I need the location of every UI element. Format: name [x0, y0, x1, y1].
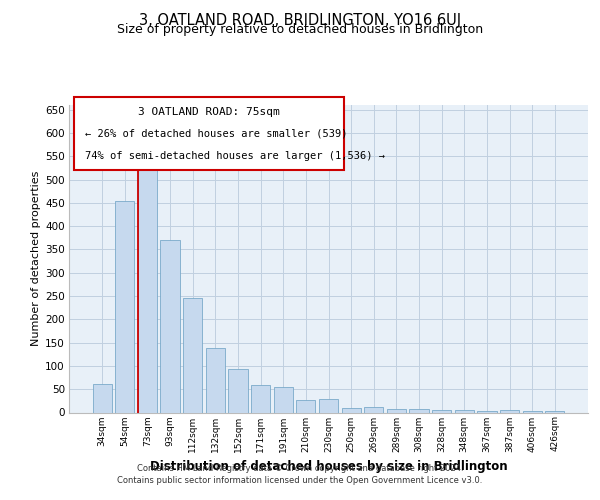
Y-axis label: Number of detached properties: Number of detached properties [31, 171, 41, 346]
Text: Contains public sector information licensed under the Open Government Licence v3: Contains public sector information licen… [118, 476, 482, 485]
Bar [364, 407, 383, 412]
Bar [409, 409, 428, 412]
Bar [432, 410, 451, 412]
Bar [229, 369, 248, 412]
Bar [341, 408, 361, 412]
Bar [296, 400, 316, 412]
Text: ← 26% of detached houses are smaller (539): ← 26% of detached houses are smaller (53… [85, 128, 347, 138]
Bar [115, 200, 134, 412]
Bar [545, 411, 565, 412]
Text: 74% of semi-detached houses are larger (1,536) →: 74% of semi-detached houses are larger (… [85, 151, 385, 161]
Bar [387, 409, 406, 412]
Bar [206, 348, 225, 412]
Text: Contains HM Land Registry data © Crown copyright and database right 2024.: Contains HM Land Registry data © Crown c… [137, 464, 463, 473]
Bar [523, 411, 542, 412]
Bar [477, 410, 497, 412]
Bar [251, 384, 270, 412]
Bar [500, 410, 519, 412]
Text: Size of property relative to detached houses in Bridlington: Size of property relative to detached ho… [117, 22, 483, 36]
Bar [138, 168, 157, 412]
Bar [160, 240, 180, 412]
Bar [455, 410, 474, 412]
Bar [92, 384, 112, 412]
Text: 3 OATLAND ROAD: 75sqm: 3 OATLAND ROAD: 75sqm [138, 106, 280, 117]
Text: 3, OATLAND ROAD, BRIDLINGTON, YO16 6UJ: 3, OATLAND ROAD, BRIDLINGTON, YO16 6UJ [139, 12, 461, 28]
X-axis label: Distribution of detached houses by size in Bridlington: Distribution of detached houses by size … [149, 460, 508, 473]
Bar [274, 387, 293, 412]
Bar [183, 298, 202, 412]
Bar [319, 400, 338, 412]
FancyBboxPatch shape [74, 98, 344, 170]
